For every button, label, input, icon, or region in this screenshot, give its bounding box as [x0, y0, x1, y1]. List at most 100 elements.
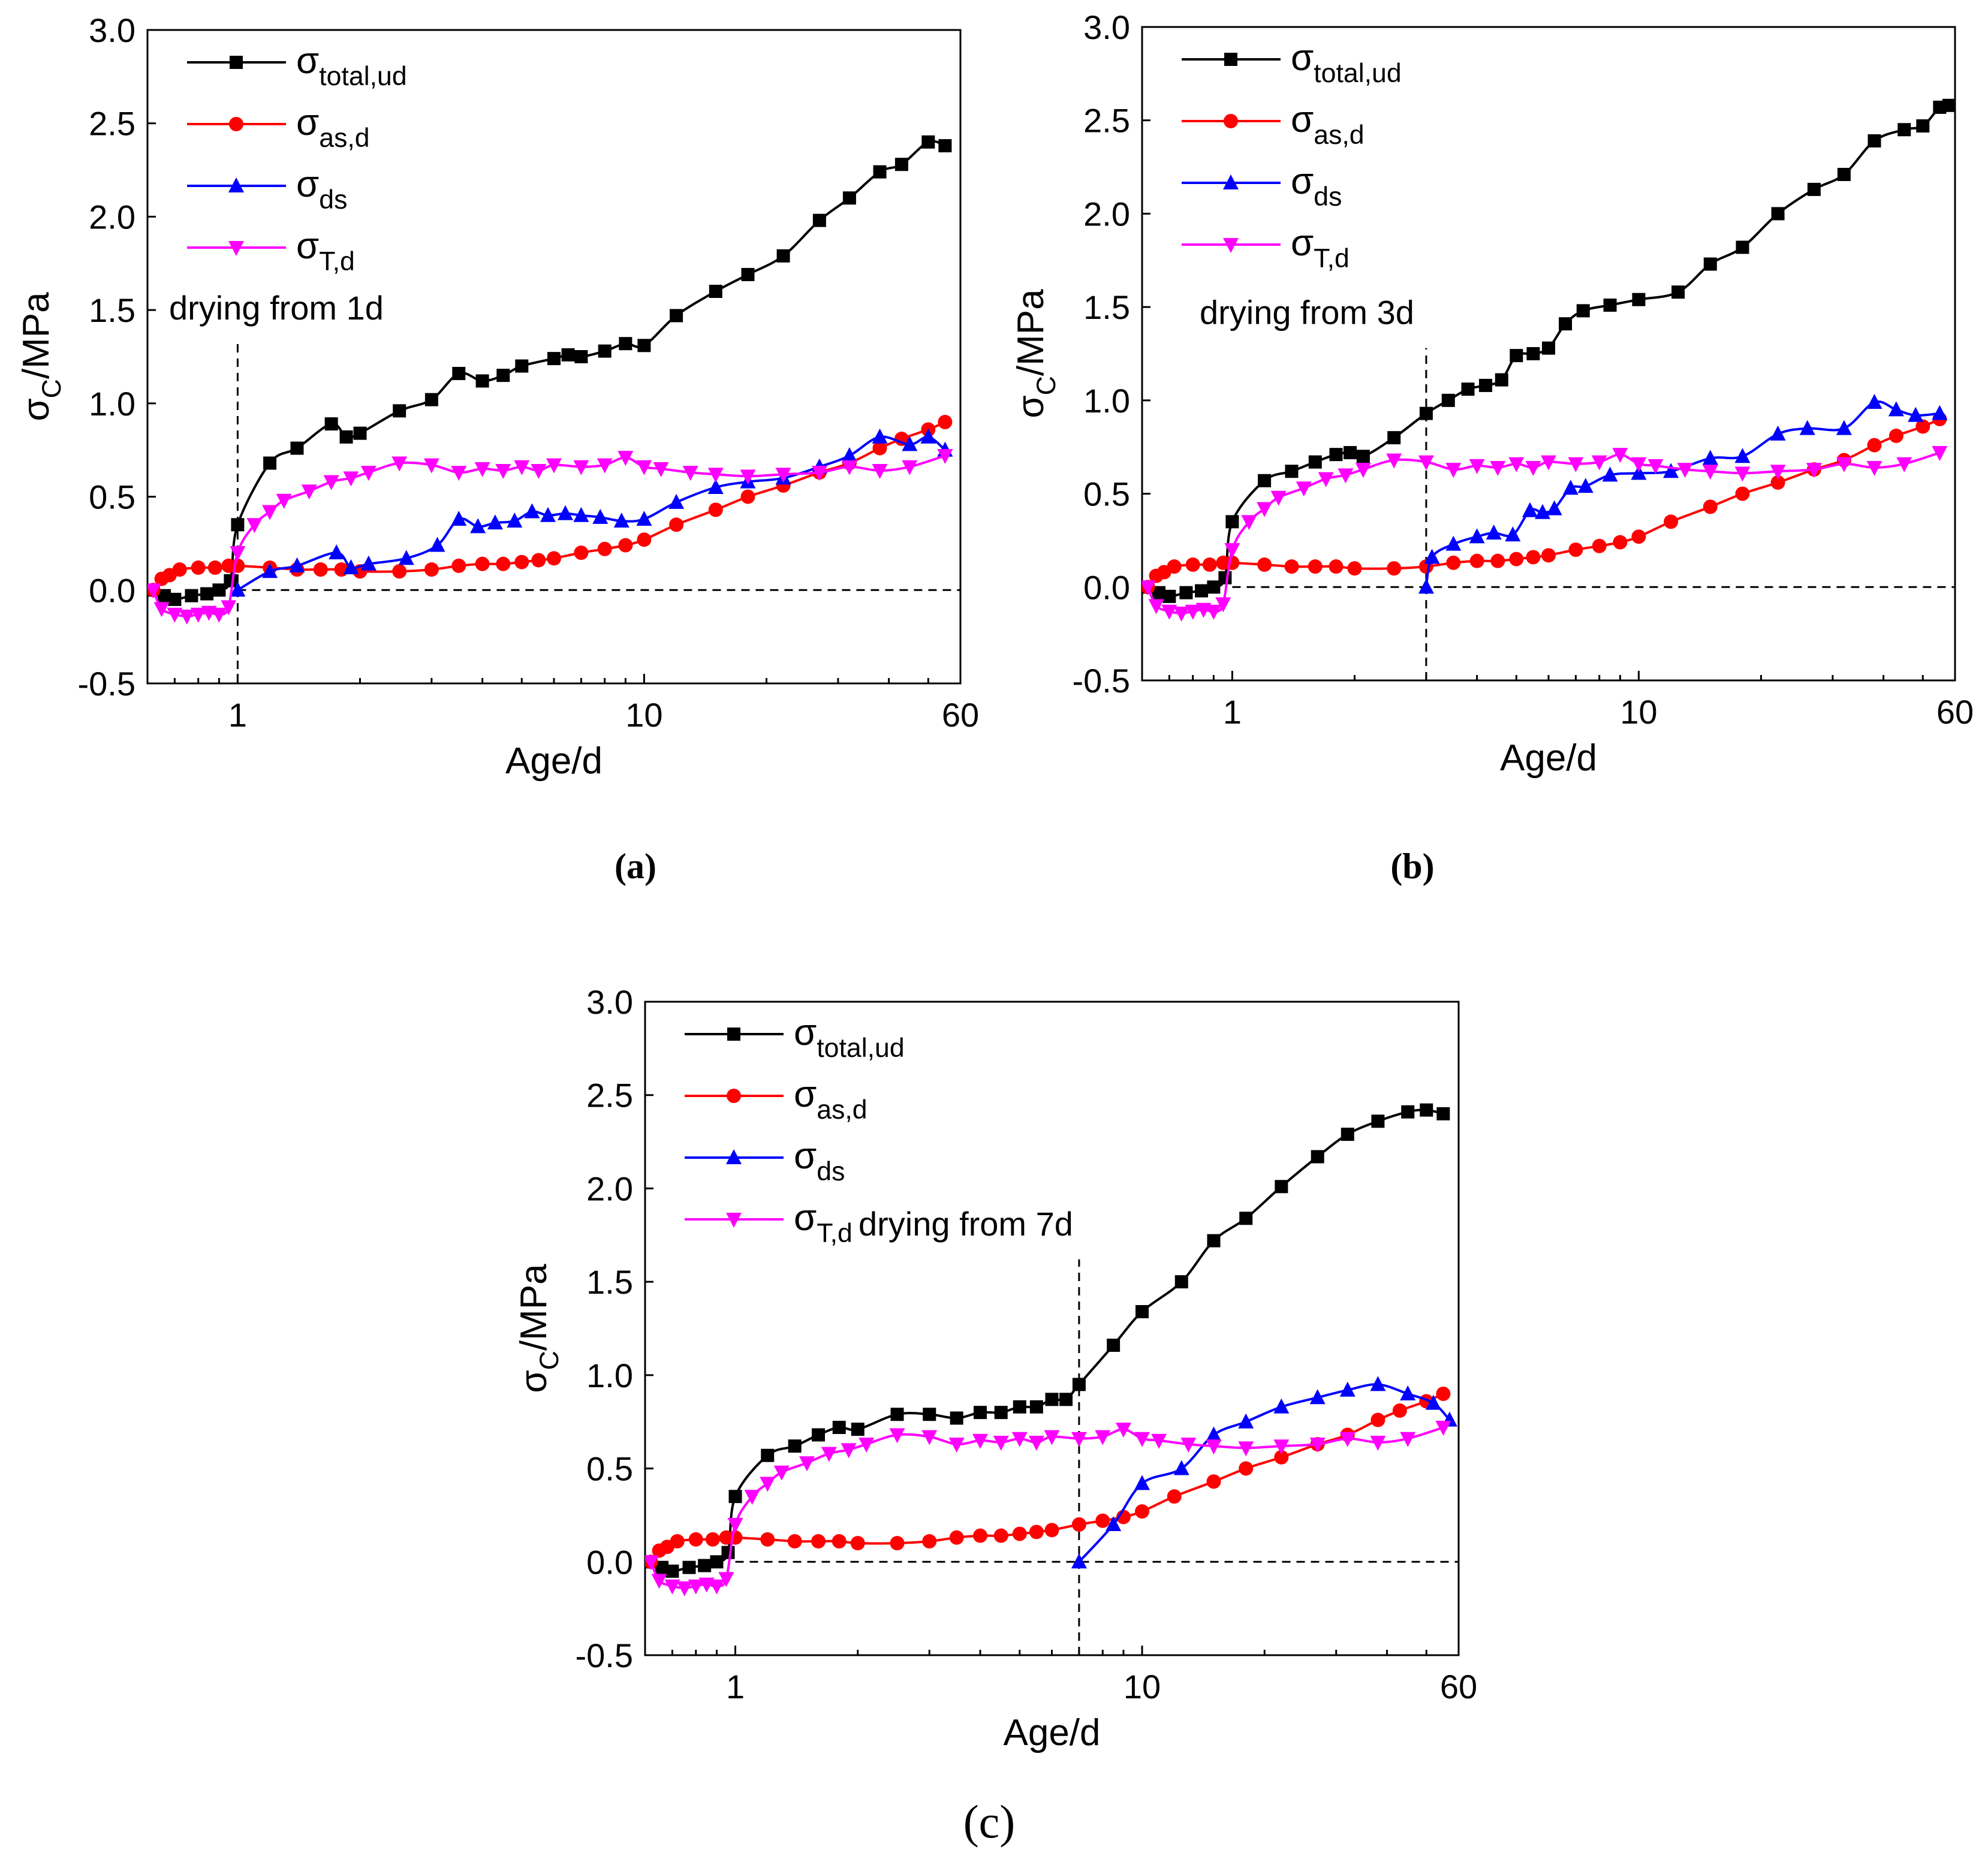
- data-point-ds: [1425, 1394, 1441, 1410]
- data-point-total: [1461, 382, 1475, 396]
- legend-label-ds: σds: [296, 164, 347, 215]
- data-point-total: [515, 359, 529, 373]
- data-point-as: [850, 1536, 865, 1551]
- data-point-total: [1308, 455, 1322, 469]
- y-axis-title-group: σC/MPa: [16, 292, 67, 421]
- data-point-ds: [1370, 1376, 1386, 1391]
- data-point-T: [343, 471, 359, 487]
- series-line-T: [152, 454, 945, 617]
- data-point-total: [496, 369, 510, 382]
- data-point-T: [1071, 1432, 1087, 1447]
- data-point-ds: [1799, 420, 1815, 435]
- data-point-total: [1045, 1393, 1059, 1406]
- data-point-total: [938, 139, 952, 153]
- data-point-total: [709, 285, 722, 298]
- y-axis-title-sub: C: [1032, 376, 1061, 395]
- data-point-total: [1135, 1304, 1149, 1318]
- drying-annotation: drying from 1d: [169, 289, 384, 327]
- data-point-T: [972, 1433, 989, 1449]
- data-point-total: [950, 1411, 963, 1425]
- data-point-as: [1167, 559, 1182, 574]
- data-point-total: [1419, 406, 1433, 420]
- data-point-T: [645, 1555, 659, 1571]
- data-point-ds: [1106, 1516, 1122, 1531]
- data-point-as: [531, 553, 546, 568]
- data-point-total: [1671, 285, 1685, 299]
- data-point-T: [707, 468, 724, 483]
- data-point-T: [993, 1435, 1009, 1451]
- data-point-total: [598, 344, 612, 358]
- legend-label-as-sub: as,d: [817, 1095, 867, 1125]
- data-point-total: [873, 165, 887, 179]
- data-point-as: [1867, 438, 1882, 453]
- data-point-as: [547, 551, 561, 566]
- data-point-total: [776, 249, 790, 263]
- data-point-as: [1664, 514, 1679, 529]
- data-point-total: [832, 1421, 846, 1435]
- legend-swatch-marker-ds: [228, 177, 244, 192]
- data-point-T: [597, 458, 613, 474]
- x-tick-label: 10: [1123, 1668, 1161, 1706]
- y-tick-label: 2.0: [1083, 195, 1130, 233]
- data-point-total: [682, 1560, 696, 1574]
- legend-label-ds: σds: [1291, 161, 1342, 212]
- data-point-as: [1735, 486, 1750, 501]
- y-tick-label: 2.5: [586, 1077, 633, 1114]
- data-point-T: [688, 1579, 704, 1595]
- data-point-total: [890, 1408, 904, 1421]
- data-point-T: [1702, 465, 1718, 480]
- data-point-total: [894, 158, 908, 171]
- data-point-ds: [343, 559, 359, 574]
- data-point-as: [938, 415, 953, 429]
- data-point-as: [207, 560, 222, 575]
- data-point-T: [230, 546, 246, 561]
- legend-label-total-sub: total,ud: [817, 1034, 904, 1063]
- legend-swatch-marker-as: [1224, 114, 1238, 128]
- data-point-T: [1568, 457, 1584, 472]
- data-point-T: [1490, 460, 1506, 476]
- data-point-total: [324, 417, 338, 431]
- y-axis-title: σC/MPa: [1010, 289, 1061, 418]
- data-point-total: [1916, 119, 1930, 133]
- data-point-ds: [558, 505, 574, 520]
- legend-swatch-marker-total: [727, 1028, 740, 1041]
- data-point-T: [1115, 1423, 1131, 1438]
- data-point-total: [574, 350, 588, 363]
- data-point-as: [1446, 555, 1461, 570]
- data-point-T: [1142, 580, 1156, 596]
- data-point-ds: [429, 537, 445, 552]
- data-point-T: [651, 1574, 667, 1589]
- data-point-T: [1309, 1438, 1326, 1453]
- data-point-total: [393, 404, 406, 418]
- legend-label-T: σT,d: [296, 225, 355, 276]
- legend-swatch-marker-as: [229, 117, 243, 131]
- x-tick-label: 10: [1620, 693, 1657, 731]
- data-point-ds: [1702, 450, 1718, 465]
- data-point-ds: [262, 563, 278, 579]
- data-point-as: [1185, 557, 1200, 572]
- data-point-ds: [329, 544, 345, 559]
- legend-label-as-base: σ: [1291, 99, 1314, 140]
- panel-caption: (c): [963, 1795, 1016, 1848]
- data-point-total: [1107, 1339, 1120, 1352]
- data-point-ds: [1836, 420, 1852, 435]
- data-point-T: [531, 463, 547, 479]
- legend-label-as-sub: as,d: [319, 123, 369, 153]
- data-point-T: [1338, 468, 1354, 484]
- data-point-T: [718, 1572, 734, 1587]
- data-point-as: [574, 546, 589, 560]
- data-point-total: [1029, 1400, 1043, 1414]
- data-point-ds: [902, 436, 918, 451]
- data-point-total: [1559, 317, 1573, 331]
- data-point-total: [812, 1428, 826, 1442]
- legend-label-total: σtotal,ud: [296, 40, 407, 91]
- data-point-as: [949, 1530, 964, 1545]
- data-point-T: [1206, 604, 1222, 620]
- data-point-ds: [1602, 466, 1618, 482]
- data-point-as: [872, 441, 887, 456]
- data-point-ds: [1888, 401, 1904, 417]
- legend-label-ds-base: σ: [1291, 161, 1314, 202]
- data-point-ds: [451, 510, 467, 526]
- data-point-T: [1238, 1441, 1254, 1457]
- data-point-as: [1436, 1387, 1451, 1401]
